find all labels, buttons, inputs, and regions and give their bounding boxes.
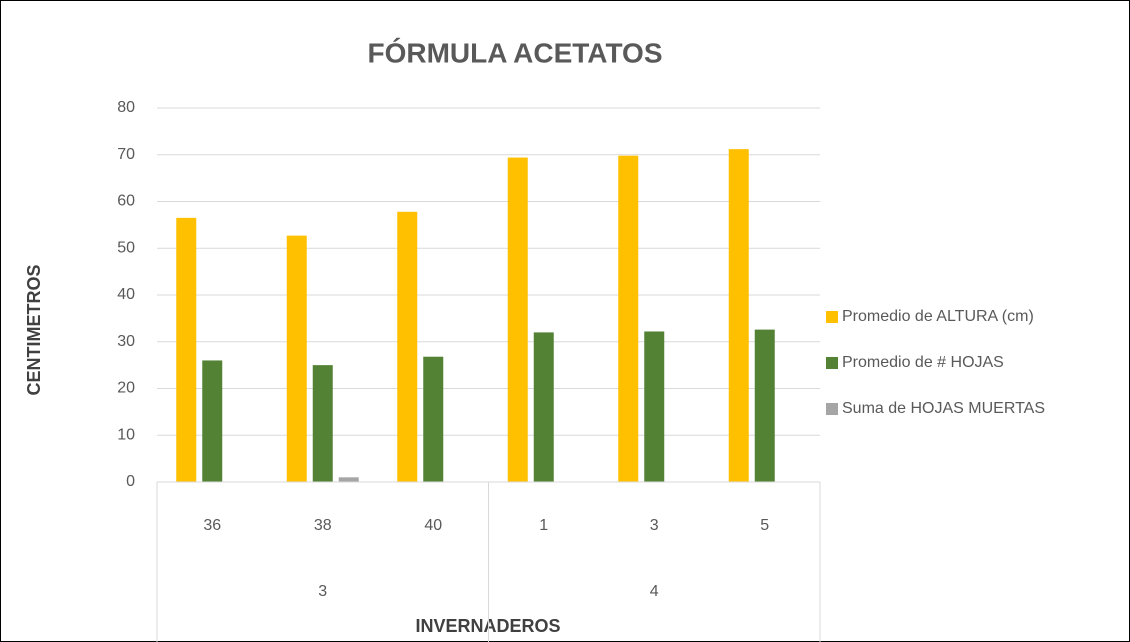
bar [754,329,775,482]
y-tick-label: 0 [126,473,135,490]
legend-swatch [826,357,838,369]
x-tick-label: 5 [760,517,769,534]
group-label: 3 [318,583,327,600]
y-tick-label: 50 [117,239,135,256]
bar [286,235,307,482]
x-tick-label: 36 [203,517,221,534]
bar [397,211,418,482]
x-tick-label: 3 [650,517,659,534]
y-axis-label: CENTIMETROS [24,264,44,395]
x-tick-label: 40 [424,517,442,534]
legend-swatch [826,311,838,323]
bar [644,331,665,482]
y-tick-label: 30 [117,333,135,350]
bar [533,332,554,482]
y-tick-label: 60 [117,193,135,210]
bar [618,155,639,482]
bar [423,356,444,482]
bar [338,477,359,482]
legend-label: Promedio de ALTURA (cm) [842,308,1034,325]
legend-label: Promedio de # HOJAS [842,354,1004,371]
legend-label: Suma de HOJAS MUERTAS [842,400,1045,417]
y-tick-label: 80 [117,99,135,116]
group-label: 4 [650,583,659,600]
bar [176,217,197,483]
x-tick-label: 38 [314,517,332,534]
y-tick-label: 20 [117,380,135,397]
bar [202,360,223,482]
y-tick-label: 70 [117,146,135,163]
x-tick-label: 1 [539,517,548,534]
legend-swatch [826,403,838,415]
bar [507,157,528,482]
chart-title: FÓRMULA ACETATOS [367,37,662,68]
y-tick-label: 40 [117,286,135,303]
bar [728,149,749,482]
y-tick-label: 10 [117,426,135,443]
bar [312,365,333,482]
